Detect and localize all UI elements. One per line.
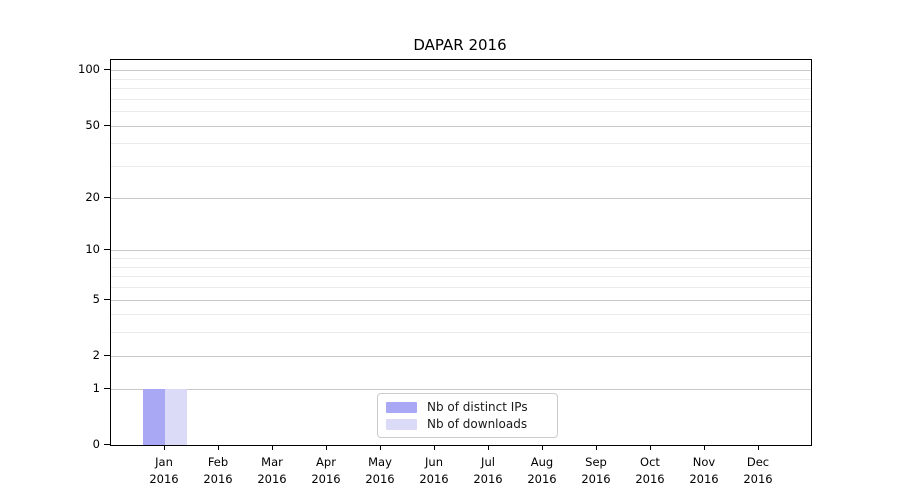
x-tick-label: May 2016	[365, 455, 395, 486]
gridline-major	[111, 250, 811, 252]
y-tick-label: 100	[78, 62, 100, 77]
x-tick-label: Nov 2016	[689, 455, 719, 486]
gridline-major	[111, 125, 811, 127]
y-tick-mark	[104, 354, 110, 356]
gridline-minor	[111, 88, 811, 90]
legend-swatch-distinct-ips	[386, 401, 417, 413]
x-axis: Jan 2016 Feb 2016 Mar 2016 Apr 2016 May 2016 Jun 20…	[110, 445, 850, 500]
y-tick-label: 50	[85, 117, 100, 132]
gridline-minor	[111, 78, 811, 80]
legend-item-distinct-ips: Nb of distinct IPs	[386, 400, 549, 414]
gridline-major	[111, 388, 811, 390]
x-tick-mark	[542, 445, 543, 450]
gridline-major	[111, 299, 811, 301]
gridline-minor	[111, 332, 811, 334]
y-tick-mark	[104, 124, 110, 126]
gridline-major	[111, 197, 811, 199]
x-tick-label: Aug 2016	[527, 455, 557, 486]
x-tick-label: Mar 2016	[257, 455, 287, 486]
legend: Nb of distinct IPs Nb of downloads	[377, 393, 558, 438]
x-tick-label: Dec 2016	[743, 455, 773, 486]
x-tick-mark	[758, 445, 759, 450]
x-tick-mark	[164, 445, 165, 450]
plot-area: Nb of distinct IPs Nb of downloads	[110, 59, 812, 446]
x-tick-label: Sep 2016	[581, 455, 611, 486]
y-tick-label: 0	[92, 437, 100, 451]
x-tick-label: Jul 2016	[473, 455, 503, 486]
x-tick-mark	[596, 445, 597, 450]
bar-distinct-ips	[143, 388, 165, 445]
y-tick-mark	[104, 249, 110, 251]
x-tick-mark	[434, 445, 435, 450]
gridline-minor	[111, 166, 811, 168]
x-tick-label: Jan 2016	[149, 455, 179, 486]
y-axis: 0 1 2 5 10 20 50 100	[0, 0, 110, 500]
gridline-minor	[111, 287, 811, 288]
y-tick-label: 2	[92, 347, 100, 362]
y-tick-mark	[104, 69, 110, 71]
x-tick-mark	[650, 445, 651, 450]
legend-label-downloads: Nb of downloads	[427, 417, 528, 431]
gridline-minor	[111, 276, 811, 278]
x-tick-label: Oct 2016	[635, 455, 665, 486]
x-tick-label: Apr 2016	[311, 455, 341, 486]
y-tick-mark	[104, 196, 110, 198]
gridline-minor	[111, 143, 811, 145]
x-tick-mark	[326, 445, 327, 450]
x-tick-mark	[704, 445, 705, 450]
x-tick-mark	[218, 445, 219, 450]
y-tick-mark	[104, 298, 110, 300]
x-tick-mark	[380, 445, 381, 450]
x-tick-label: Feb 2016	[203, 455, 233, 486]
x-tick-label: Jun 2016	[419, 455, 449, 486]
legend-swatch-downloads	[386, 418, 417, 430]
gridline-minor	[111, 98, 811, 100]
x-tick-mark	[272, 445, 273, 450]
y-tick-label: 20	[85, 189, 100, 204]
y-tick-mark	[104, 444, 110, 445]
legend-label-distinct-ips: Nb of distinct IPs	[427, 400, 528, 414]
y-tick-label: 1	[92, 380, 100, 395]
gridline-minor	[111, 111, 811, 113]
gridline-major	[111, 70, 811, 72]
x-tick-mark	[488, 445, 489, 450]
y-tick-label: 10	[85, 242, 100, 257]
gridline-minor	[111, 258, 811, 259]
y-tick-mark	[104, 387, 110, 389]
chart-title: DAPAR 2016	[413, 36, 507, 54]
y-tick-label: 5	[92, 291, 100, 306]
legend-item-downloads: Nb of downloads	[386, 417, 549, 431]
bar-downloads	[165, 388, 187, 445]
gridline-minor	[111, 266, 811, 268]
gridline-minor	[111, 314, 811, 316]
gridline-major	[111, 355, 811, 357]
